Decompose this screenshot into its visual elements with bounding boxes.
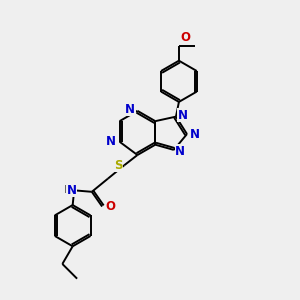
Text: N: N [190, 128, 200, 141]
Text: N: N [177, 109, 188, 122]
Text: S: S [114, 159, 123, 172]
Text: O: O [106, 200, 116, 213]
Text: N: N [106, 135, 116, 148]
Text: N: N [175, 145, 185, 158]
Text: H: H [64, 185, 73, 195]
Text: O: O [180, 32, 190, 44]
Text: N: N [67, 184, 76, 197]
Text: N: N [125, 103, 135, 116]
